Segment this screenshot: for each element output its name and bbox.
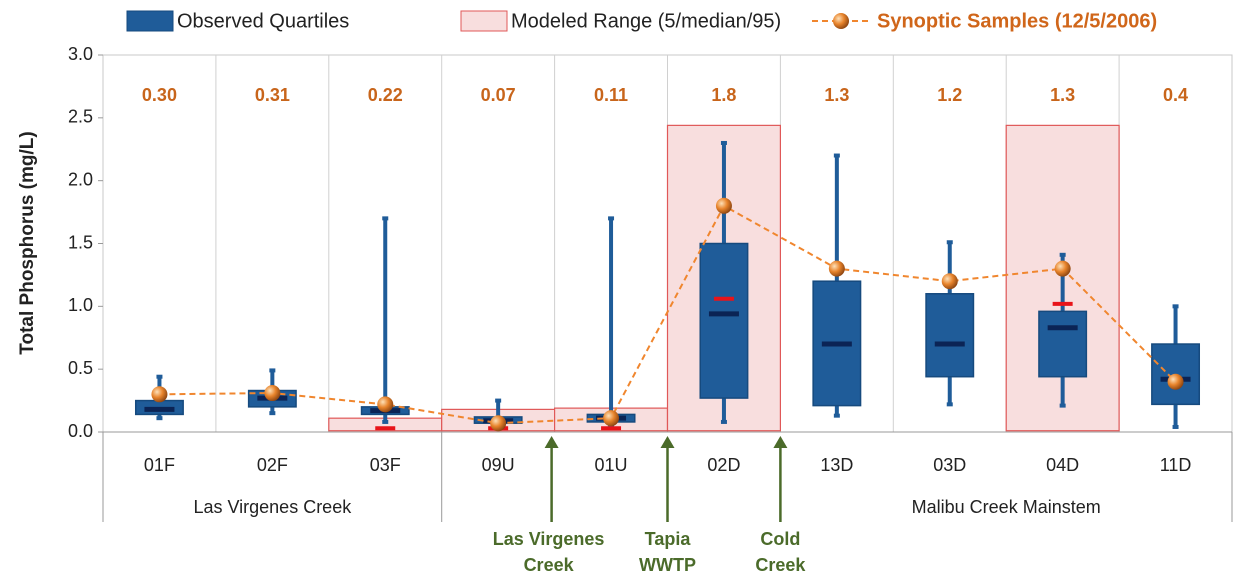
synoptic-point	[828, 260, 845, 277]
box	[925, 293, 975, 378]
value-label: 0.22	[368, 85, 403, 105]
synoptic-line	[159, 204, 1177, 425]
legend-swatch	[460, 10, 508, 32]
box	[1038, 310, 1088, 378]
x-tick-label: 02D	[707, 455, 740, 475]
value-label: 0.31	[255, 85, 290, 105]
group-label: Malibu Creek Mainstem	[912, 497, 1101, 517]
value-label: 1.8	[711, 85, 736, 105]
x-tick-label: 09U	[482, 455, 515, 475]
synoptic-point	[151, 386, 168, 403]
x-tick-label: 01F	[144, 455, 175, 475]
annotation-arrowhead	[544, 436, 559, 448]
box	[699, 242, 749, 399]
value-label: 1.3	[1050, 85, 1075, 105]
synoptic-point	[941, 273, 958, 290]
y-tick-label: 3.0	[68, 44, 93, 64]
legend-label: Synoptic Samples (12/5/2006)	[877, 10, 1157, 32]
legend-swatch	[126, 10, 174, 32]
legend-label: Modeled Range (5/median/95)	[511, 10, 781, 32]
y-tick-label: 0.0	[68, 421, 93, 441]
x-tick-label: 04D	[1046, 455, 1079, 475]
group-label: Las Virgenes Creek	[193, 497, 352, 517]
synoptic-point	[490, 415, 507, 432]
annotation-arrowhead	[773, 436, 788, 448]
value-label: 0.4	[1163, 85, 1188, 105]
x-tick-label: 02F	[257, 455, 288, 475]
annotation-text: Las Virgenes	[493, 529, 605, 549]
value-label: 1.2	[937, 85, 962, 105]
y-tick-label: 2.0	[68, 169, 93, 189]
synoptic-point	[715, 197, 732, 214]
annotation-text: Creek	[524, 555, 575, 575]
annotation-text: Cold	[760, 529, 800, 549]
legend-label: Observed Quartiles	[177, 10, 349, 32]
synoptic-point	[1167, 373, 1184, 390]
annotation-text: Creek	[755, 555, 806, 575]
annotation-arrowhead	[660, 436, 675, 448]
annotation-text: WWTP	[639, 555, 696, 575]
synoptic-point	[377, 396, 394, 413]
synoptic-point	[264, 385, 281, 402]
y-axis-label: Total Phosphorus (mg/L)	[17, 131, 38, 354]
y-tick-label: 2.5	[68, 107, 93, 127]
synoptic-point	[603, 410, 620, 427]
y-tick-label: 1.0	[68, 295, 93, 315]
value-label: 1.3	[824, 85, 849, 105]
y-tick-label: 0.5	[68, 358, 93, 378]
legend-marker	[833, 13, 849, 29]
value-label: 0.07	[481, 85, 516, 105]
x-tick-label: 11D	[1160, 455, 1192, 475]
x-tick-label: 01U	[595, 455, 628, 475]
x-tick-label: 03D	[933, 455, 966, 475]
y-tick-label: 1.5	[68, 232, 93, 252]
x-tick-label: 13D	[820, 455, 853, 475]
value-label: 0.11	[594, 85, 628, 105]
value-label: 0.30	[142, 85, 177, 105]
annotation-text: Tapia	[645, 529, 692, 549]
synoptic-point	[1054, 260, 1071, 277]
x-tick-label: 03F	[370, 455, 401, 475]
